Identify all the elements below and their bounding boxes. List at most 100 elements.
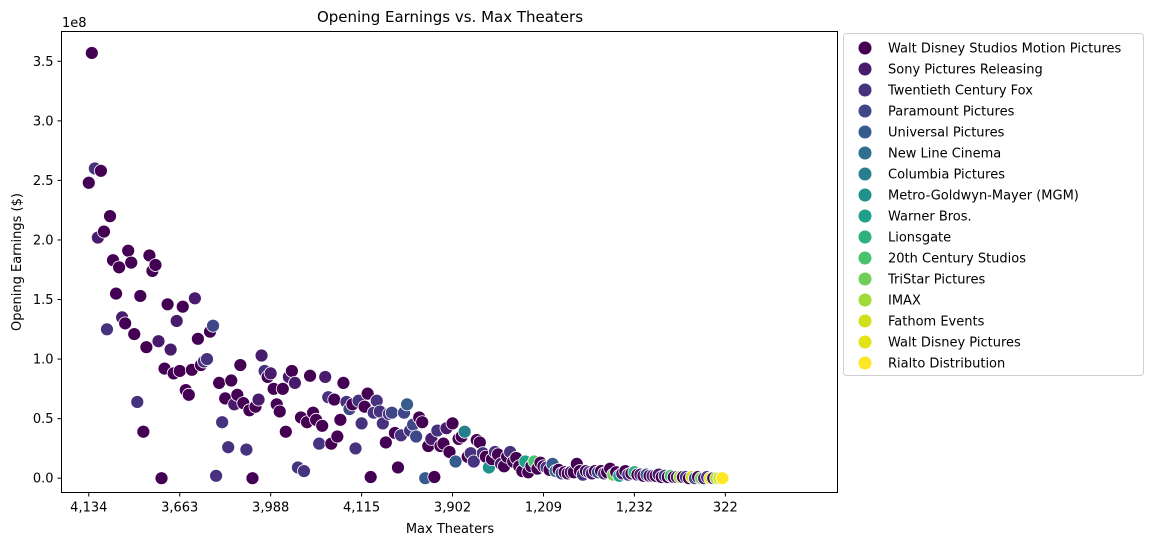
y-tick-label: 2.0 [33,233,54,248]
legend-label: 20th Century Studios [888,252,1026,267]
data-point [187,291,202,306]
data-point [154,471,169,486]
x-tick-label: 4,134 [70,501,107,516]
chart-title: Opening Earnings vs. Max Theaters [317,8,583,26]
data-point [191,331,205,346]
data-point [448,454,463,469]
data-point [81,175,96,190]
legend-label: Lionsgate [888,231,951,246]
y-tick-label: 2.5 [33,174,54,189]
y-offset-label: 1e8 [62,16,87,31]
data-point [715,471,730,486]
data-point [288,376,302,390]
data-point [169,314,184,328]
data-point [200,352,214,366]
data-point [139,340,154,355]
legend-label: Twentieth Century Fox [887,84,1033,99]
legend-label: New Line Cinema [888,147,1001,162]
data-point [103,209,117,224]
data-point [263,366,278,381]
legend-label: Metro-Goldwyn-Mayer (MGM) [888,189,1079,204]
data-point [336,376,351,390]
data-point [148,258,163,272]
y-tick-label: 0.5 [33,412,54,427]
data-point [333,412,348,427]
data-point [363,470,378,484]
legend-marker [858,356,872,370]
data-point [109,286,123,301]
legend-marker [858,335,872,349]
legend-marker [858,83,872,97]
data-point [354,416,369,431]
plot-area [61,31,838,493]
x-tick-label: 322 [713,501,738,516]
legend-marker [858,41,872,55]
data-point [224,373,239,388]
data-point [100,322,114,337]
legend-marker [858,125,872,139]
data-point [348,441,363,456]
data-point [312,436,327,451]
legend-label: Fathom Events [888,315,985,330]
data-point [163,342,178,357]
data-point [94,163,108,178]
legend-marker [858,104,872,118]
legend-marker [858,251,872,265]
data-point [181,387,196,402]
data-point [409,429,424,444]
x-tick-label: 1,232 [616,501,653,516]
x-tick-label: 4,115 [343,501,380,516]
legend-label: Walt Disney Studios Motion Pictures [888,42,1122,57]
data-point [378,435,393,450]
data-point [315,418,330,433]
y-tick-label: 3.5 [33,55,54,70]
data-point [97,224,111,239]
data-point [133,289,148,303]
data-point [121,243,136,258]
y-tick-label: 3.0 [33,114,54,129]
x-tick-label: 3,663 [161,501,198,516]
data-point [151,334,166,349]
legend-marker [858,314,872,328]
legend-marker [858,146,872,160]
legend-frame [843,33,1144,376]
y-axis-label: Opening Earnings ($) [10,193,25,331]
legend-marker [858,188,872,202]
data-point [118,316,133,331]
legend-marker [858,209,872,223]
x-tick-label: 3,988 [252,501,289,516]
data-point [209,468,223,483]
data-point [175,299,190,314]
data-points [81,46,730,486]
data-point [221,440,236,455]
data-point [233,358,248,372]
legend-label: Walt Disney Pictures [888,336,1021,351]
legend-label: Sony Pictures Releasing [888,63,1043,78]
data-point [457,424,472,439]
data-point [278,424,293,439]
legend: Walt Disney Studios Motion Pictures Sony … [843,33,1144,376]
legend-marker [858,167,872,181]
x-axis-label: Max Theaters [406,522,495,537]
x-tick-label: 1,209 [525,501,562,516]
data-point [272,404,287,419]
data-point [251,392,266,407]
legend-label: Universal Pictures [888,126,1005,141]
y-axis: 0.0 0.5 1.0 1.5 2.0 2.5 3.0 3.5 [33,55,62,487]
data-point [466,454,481,469]
data-point [303,368,317,383]
data-point [172,364,187,378]
legend-marker [858,272,872,286]
x-tick-label: 3,902 [434,501,471,516]
legend-label: TriStar Pictures [887,273,985,288]
data-point [445,416,460,431]
legend-marker [858,62,872,76]
data-point [245,471,260,486]
data-point [254,348,269,363]
y-tick-label: 1.0 [33,353,54,368]
y-tick-label: 0.0 [33,472,54,487]
data-point [136,424,151,439]
legend-label: Paramount Pictures [888,105,1015,120]
legend-marker [858,293,872,307]
